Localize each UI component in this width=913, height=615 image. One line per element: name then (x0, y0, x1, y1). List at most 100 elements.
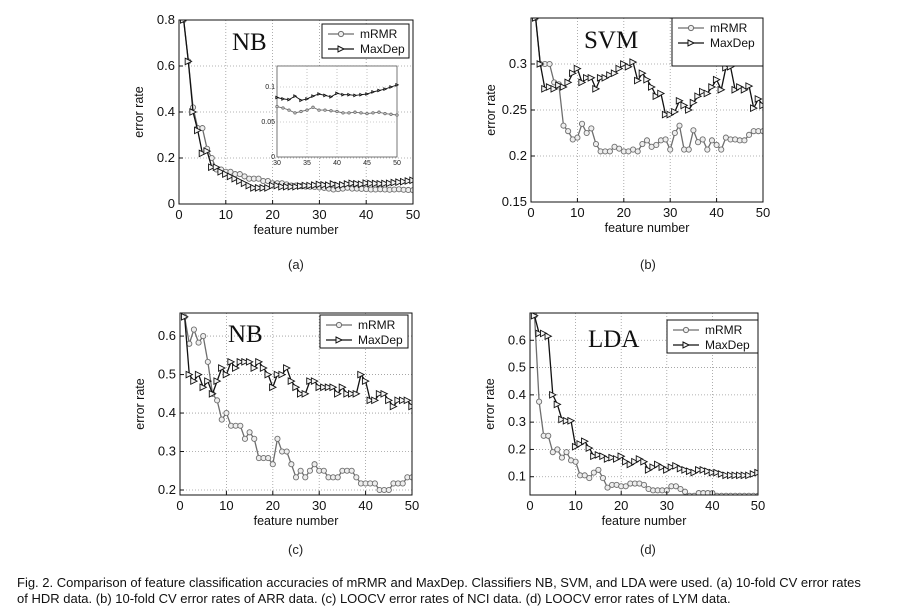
mrmr-point-21 (274, 435, 281, 442)
maxdep-point-41 (713, 468, 722, 477)
maxdep-point-31 (667, 463, 676, 472)
maxdep-point-8 (213, 377, 222, 386)
x-tick-label: 20 (265, 207, 279, 222)
maxdep-point-41 (717, 85, 726, 94)
x-tick-label: 30 (312, 207, 326, 222)
y-tick-label: 0.3 (509, 56, 527, 71)
maxdep-point-48 (399, 177, 408, 186)
maxdep-point-2 (185, 370, 194, 379)
maxdep-point-40 (712, 75, 721, 84)
x-axis-label: feature number (602, 514, 687, 528)
mrmr-point-45 (385, 486, 392, 494)
maxdep-point-6 (555, 81, 564, 90)
maxdep-point-45 (385, 179, 394, 188)
maxdep-point-33 (329, 383, 338, 392)
y-tick-label: 0.6 (508, 332, 526, 347)
maxdep-point-34 (299, 98, 304, 103)
maxdep-point-45 (385, 396, 394, 405)
mrmr-point-17 (604, 484, 611, 491)
x-tick-label: 50 (751, 498, 765, 513)
mrmr-point-11 (578, 120, 586, 127)
maxdep-point-30 (315, 180, 324, 189)
panel-label-a: (a) (288, 257, 304, 272)
maxdep-point-36 (690, 468, 699, 477)
y-tick-label: 0.4 (157, 104, 175, 119)
maxdep-point-45 (731, 471, 740, 480)
x-tick-label: 0 (175, 207, 182, 222)
maxdep-point-8 (562, 416, 571, 425)
mrmr-point-23 (634, 148, 641, 155)
maxdep-point-43 (722, 471, 731, 480)
x-tick-label: 40 (709, 205, 723, 220)
mrmr-point-25 (640, 481, 648, 488)
maxdep-point-44 (380, 389, 389, 398)
mrmr-point-41 (341, 111, 345, 115)
maxdep-point-16 (599, 452, 608, 461)
maxdep-point-45 (736, 83, 745, 91)
maxdep-point-11 (578, 78, 587, 87)
maxdep-point-39 (704, 467, 713, 476)
maxdep-point-41 (341, 92, 346, 97)
maxdep-point-50 (754, 468, 758, 477)
maxdep-point-15 (245, 181, 254, 190)
maxdep-point-26 (297, 182, 305, 190)
maxdep-point-11 (227, 357, 236, 366)
maxdep-point-8 (564, 78, 573, 87)
maxdep-point-38 (353, 179, 362, 188)
maxdep-point-18 (608, 453, 617, 462)
mrmr-point-6 (554, 446, 561, 453)
x-tick-label: 0 (176, 498, 183, 513)
mrmr-point-43 (723, 492, 730, 495)
mrmr-point-6 (204, 358, 211, 365)
maxdep-point-1 (530, 313, 539, 320)
mrmr-point-4 (195, 339, 202, 346)
mrmr-point-37 (317, 108, 321, 112)
panel-label-d: (d) (640, 542, 656, 557)
maxdep-point-22 (278, 370, 287, 379)
maxdep-point-17 (254, 183, 263, 192)
legend-marker-circle-icon (335, 321, 343, 329)
mrmr-point-33 (677, 485, 684, 493)
maxdep-point-1 (531, 18, 540, 22)
x-tick-label: 50 (756, 205, 770, 220)
maxdep-point-3 (190, 377, 199, 386)
mrmr-point-34 (681, 488, 689, 495)
y-tick-label: 0.2 (158, 482, 176, 497)
inset-x-tick-label: 45 (363, 160, 371, 167)
maxdep-point-4 (194, 370, 203, 379)
legend-marker-triangle-icon (337, 45, 346, 53)
maxdep-point-22 (629, 58, 638, 67)
mrmr-point-8 (214, 397, 221, 404)
legend-box (319, 314, 409, 349)
y-tick-label: 0.5 (158, 367, 176, 382)
y-axis-label: error rate (133, 378, 147, 429)
mrmr-point-36 (694, 139, 702, 146)
maxdep-point-24 (638, 69, 647, 78)
mrmr-point-47 (746, 131, 753, 138)
y-tick-label: 0.1 (508, 469, 526, 484)
mrmr-point-32 (676, 122, 683, 129)
caption-line-2: of HDR data. (b) 10-fold CV error rates … (17, 591, 731, 606)
legend-box (666, 319, 759, 354)
mrmr-point-7 (558, 454, 565, 461)
maxdep-point-2 (536, 60, 545, 68)
maxdep-point-13 (587, 73, 596, 82)
mrmr-point-17 (606, 148, 613, 155)
maxdep-point-39 (329, 94, 334, 99)
maxdep-point-47 (740, 471, 749, 480)
maxdep-point-47 (394, 396, 403, 405)
chart-c: 0 10 20 30 40 50 0.2 0.3 0.4 0.5 0.6 feature number… (133, 312, 419, 528)
maxdep-point-17 (606, 71, 615, 79)
maxdep-point-27 (652, 92, 661, 101)
maxdep-point-48 (750, 104, 758, 113)
maxdep-point-18 (610, 69, 619, 78)
mrmr-point-12 (581, 472, 588, 479)
maxdep-point-49 (749, 470, 758, 478)
x-tick-label: 10 (219, 207, 233, 222)
maxdep-point-33 (329, 180, 338, 188)
maxdep-point-37 (348, 179, 357, 188)
mrmr-point-45 (365, 111, 369, 116)
maxdep-point-40 (361, 377, 370, 386)
panel-label-c: (c) (288, 542, 304, 557)
